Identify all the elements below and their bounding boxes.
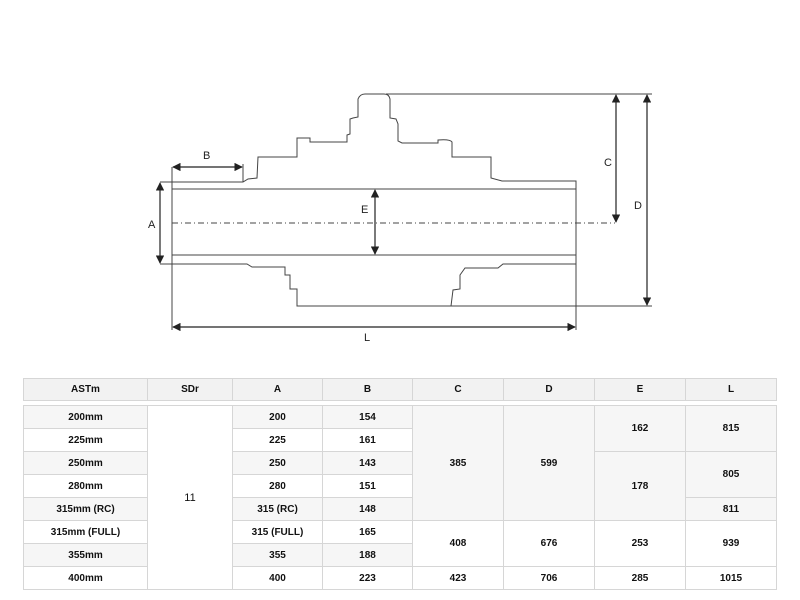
table-row: 250mm 250 143 178 805	[23, 451, 777, 521]
label-l: L	[364, 332, 370, 344]
header-d: D	[503, 378, 595, 401]
label-c: C	[604, 157, 612, 169]
cell-astm: 400mm	[23, 566, 148, 590]
cell-c: 408	[412, 520, 504, 567]
cell-a: 250	[232, 451, 323, 475]
header-astm: ASTm	[23, 378, 148, 401]
cell-b: 151	[322, 474, 413, 498]
cell-e: 162	[594, 405, 686, 452]
cell-e: 285	[594, 566, 686, 590]
cell-astm: 315mm (RC)	[23, 497, 148, 521]
dimension-table: 200mm 11 200 154 385 599 162 815 225mm 2…	[23, 405, 777, 590]
label-b: B	[203, 150, 210, 162]
cell-c: 423	[412, 566, 504, 590]
cell-b: 165	[322, 520, 413, 544]
fitting-top-outline	[172, 93, 577, 188]
cell-b: 148	[322, 497, 413, 521]
header-l: L	[685, 378, 777, 401]
table-row: 315mm (RC) 315 (RC) 148 811	[23, 497, 777, 521]
label-a: A	[148, 219, 156, 231]
cell-l: 1015	[685, 566, 777, 590]
table-row: 200mm 11 200 154 385 599 162 815	[23, 405, 777, 590]
cell-l: 805	[685, 451, 777, 498]
cell-a: 225	[232, 428, 323, 452]
cell-d: 599	[503, 405, 595, 521]
cell-a: 280	[232, 474, 323, 498]
cell-astm: 225mm	[23, 428, 148, 452]
cell-a: 200	[232, 405, 323, 429]
cell-d: 676	[503, 520, 595, 567]
cell-b: 143	[322, 451, 413, 475]
cell-astm: 250mm	[23, 451, 148, 475]
header-a: A	[232, 378, 323, 401]
cell-astm: 280mm	[23, 474, 148, 498]
cell-d: 706	[503, 566, 595, 590]
cell-c: 385	[412, 405, 504, 521]
header-b: B	[322, 378, 413, 401]
cell-astm: 355mm	[23, 543, 148, 567]
cell-l: 811	[685, 497, 777, 521]
cell-e: 253	[594, 520, 686, 567]
label-e: E	[361, 204, 368, 216]
fitting-dimension-drawing: A B E C D L	[148, 93, 652, 344]
table-row: 315mm (FULL) 315 (FULL) 165 408 676 253 …	[23, 520, 777, 567]
header-e: E	[594, 378, 686, 401]
table-row: 280mm 280 151	[23, 474, 777, 498]
cell-astm: 315mm (FULL)	[23, 520, 148, 544]
header-sdr: SDr	[147, 378, 233, 401]
cell-b: 154	[322, 405, 413, 429]
cell-a: 400	[232, 566, 323, 590]
header-c: C	[412, 378, 504, 401]
label-d: D	[634, 200, 642, 212]
cell-a: 355	[232, 543, 323, 567]
dimension-table-header: ASTm SDr A B C D E L	[23, 378, 777, 401]
cell-sdr: 11	[147, 405, 233, 590]
table-row: 355mm 355 188	[23, 543, 777, 567]
cell-l: 939	[685, 520, 777, 567]
cell-a: 315 (RC)	[232, 497, 323, 521]
cell-b: 223	[322, 566, 413, 590]
cell-astm: 200mm	[23, 405, 148, 429]
cell-a: 315 (FULL)	[232, 520, 323, 544]
table-row: 400mm 400 223 423 706 285 1015	[23, 566, 777, 590]
cell-b: 161	[322, 428, 413, 452]
cell-e: 178	[594, 451, 686, 521]
cell-b: 188	[322, 543, 413, 567]
cell-l: 815	[685, 405, 777, 452]
fitting-bottom-outline	[160, 255, 577, 307]
